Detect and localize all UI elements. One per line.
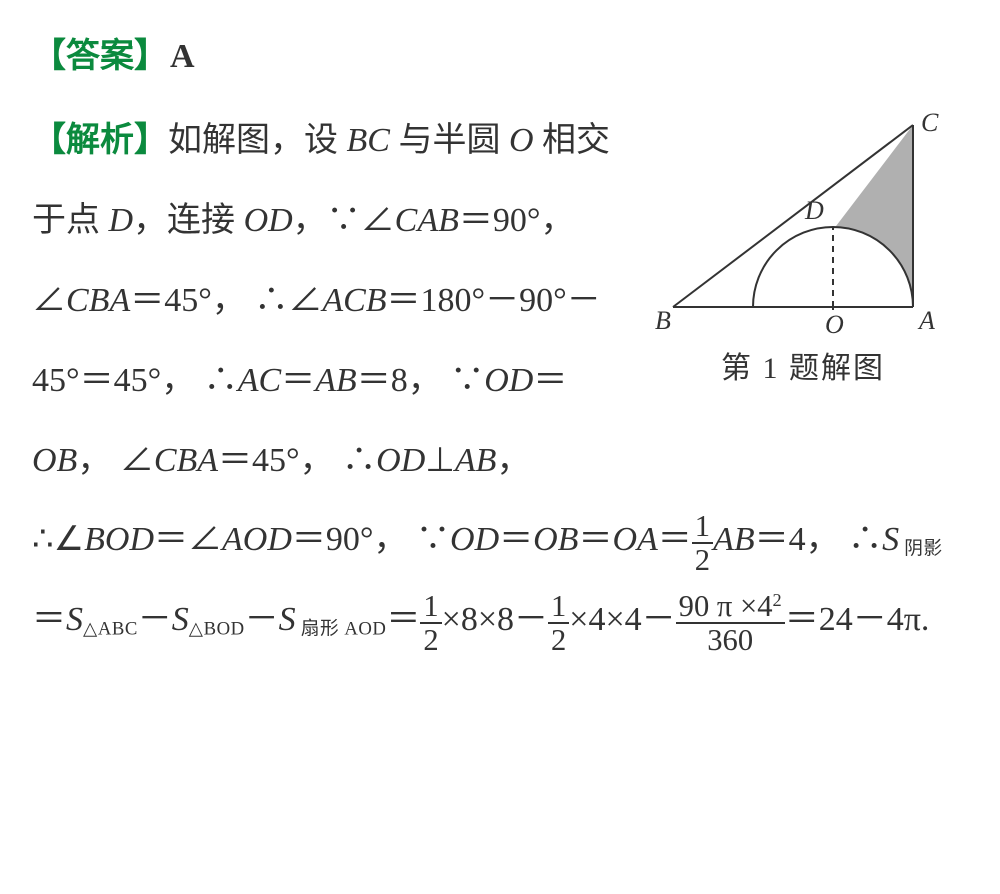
den: 360 <box>676 624 785 656</box>
txt: ＝ <box>499 521 533 558</box>
var-CBA: CBA <box>154 442 218 479</box>
var-CBA: CBA <box>66 282 130 319</box>
frac-half3: 12 <box>548 590 569 656</box>
txt: ＝ <box>533 362 567 399</box>
txt: ⊥ <box>425 442 455 479</box>
txt: ＝ <box>32 601 66 638</box>
frac-half2: 12 <box>420 590 441 656</box>
txt: 与半圆 <box>390 122 509 159</box>
explanation-block: C D B O A 第 1 题解图 【解析】如解图，设 BC 与半圆 O 相交于… <box>32 101 968 660</box>
var-OD: OD <box>244 202 293 239</box>
var-OB: OB <box>533 521 578 558</box>
label-A: A <box>917 306 935 335</box>
var-S: S <box>172 601 189 638</box>
var-D: D <box>109 202 134 239</box>
var-AB: AB <box>713 521 755 558</box>
txt: ＝ <box>386 601 420 638</box>
var-AOD: AOD <box>222 521 292 558</box>
var-S: S <box>66 601 83 638</box>
var-CAB: CAB <box>395 202 459 239</box>
num-sup: 2 <box>773 590 782 610</box>
num: 1 <box>692 510 713 544</box>
txt: ，∵∠ <box>293 202 395 239</box>
txt: － <box>138 601 172 638</box>
var-S: S <box>279 601 296 638</box>
txt: ＝45°， ∴ <box>218 442 376 479</box>
var-ACB: ACB <box>322 282 386 319</box>
txt: ×4×4－ <box>569 601 675 638</box>
figure-block: C D B O A 第 1 题解图 <box>638 107 968 387</box>
txt: ， <box>496 442 530 479</box>
answer-label: 【答案】 <box>32 38 168 75</box>
explanation-text-2: ∴∠BOD＝∠AOD＝90°， ∵OD＝OB＝OA＝12AB＝4， ∴S 阴影 … <box>32 500 968 660</box>
num-base: 90 π ×4 <box>679 589 773 623</box>
txt: ＝45°， ∴∠ <box>130 282 322 319</box>
txt: ，连接 <box>133 202 244 239</box>
answer-row: 【答案】A <box>32 28 968 77</box>
shaded-region <box>833 125 913 307</box>
label-D: D <box>804 196 824 225</box>
num: 90 π ×42 <box>676 590 785 624</box>
var-AB: AB <box>455 442 497 479</box>
txt: ＝8， ∵ <box>357 362 485 399</box>
var-OA: OA <box>612 521 657 558</box>
explain-label: 【解析】 <box>32 122 168 159</box>
den: 2 <box>548 624 569 656</box>
txt: ＝ <box>658 521 692 558</box>
txt: ＝24－4π. <box>785 601 930 638</box>
txt: ×8×8－ <box>442 601 548 638</box>
var-O: O <box>509 122 534 159</box>
txt: ＝ <box>578 521 612 558</box>
sub-bod: △BOD <box>189 619 245 640</box>
den: 2 <box>420 624 441 656</box>
answer-value: A <box>170 38 195 75</box>
var-OD: OD <box>376 442 425 479</box>
txt: － <box>245 601 279 638</box>
var-BOD: BOD <box>84 521 154 558</box>
den: 2 <box>692 544 713 576</box>
var-OB: OB <box>32 442 77 479</box>
var-OD: OD <box>450 521 499 558</box>
txt: ＝4， ∴ <box>755 521 883 558</box>
var-S: S <box>882 521 899 558</box>
frac-big: 90 π ×42360 <box>676 590 785 656</box>
figure-caption: 第 1 题解图 <box>638 343 968 387</box>
solution-diagram: C D B O A <box>653 107 953 337</box>
sub-sector: 扇形 AOD <box>296 619 387 640</box>
label-O: O <box>825 310 844 337</box>
label-B: B <box>655 306 671 335</box>
label-C: C <box>921 108 939 137</box>
txt: ∴∠ <box>32 521 84 558</box>
var-AC: AC <box>238 362 281 399</box>
num: 1 <box>420 590 441 624</box>
txt: 如解图，设 <box>168 122 347 159</box>
num: 1 <box>548 590 569 624</box>
sub-shade: 阴影 <box>899 539 943 560</box>
sub-abc: △ABC <box>83 619 138 640</box>
txt: ＝∠ <box>154 521 222 558</box>
var-BC: BC <box>347 122 390 159</box>
var-AB: AB <box>315 362 357 399</box>
txt: ＝90°， ∵ <box>292 521 450 558</box>
txt: ， ∠ <box>77 442 154 479</box>
var-OD: OD <box>484 362 533 399</box>
txt: ＝ <box>281 362 315 399</box>
frac-half-AB: 12 <box>692 510 713 576</box>
